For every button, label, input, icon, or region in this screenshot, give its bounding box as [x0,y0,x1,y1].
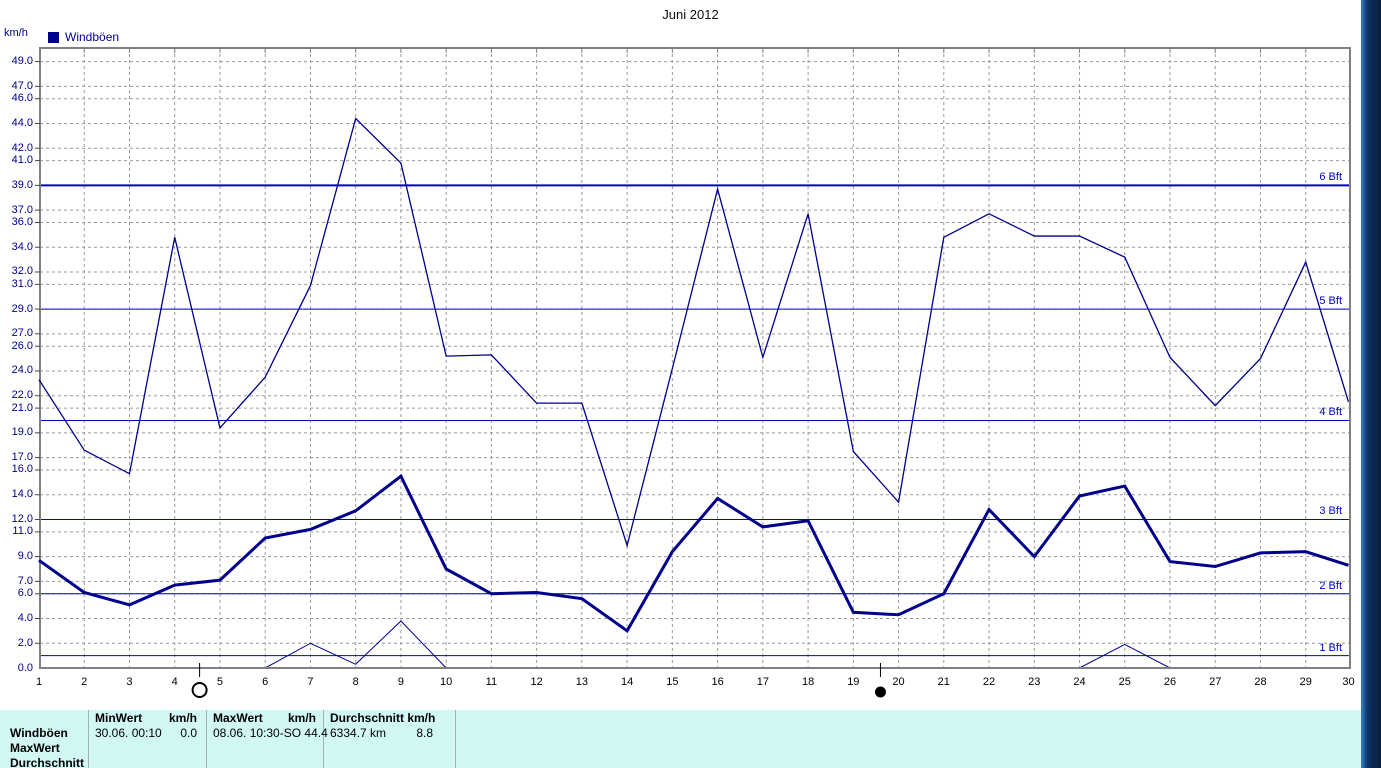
x-day-label: 22 [982,676,996,688]
legend-label: Windböen [65,30,120,44]
y-tick-label: 9.0 [17,550,33,563]
series-min-line [39,620,1349,669]
y-tick-label: 22.0 [11,389,33,402]
y-tick-label: 42.0 [11,141,33,154]
x-day-label: 3 [126,676,133,688]
y-tick-label: 46.0 [11,92,33,105]
x-day-label: 9 [397,676,404,688]
y-tick-label: 4.0 [17,611,33,624]
x-day-label: 25 [1118,676,1131,688]
series-max-line [38,117,1350,548]
x-day-label: 15 [666,676,679,688]
legend: Windböen [48,30,119,44]
y-tick-label: 12.0 [11,512,33,525]
stats-table: Windböen MaxWert Durchschnitt MinWert km… [0,710,1361,768]
y-tick-label: 2.0 [17,636,33,649]
x-day-label: 16 [711,676,724,688]
y-tick-label: 26.0 [11,339,33,352]
y-tick-label: 44.0 [11,116,33,129]
y-tick-label: 37.0 [11,203,33,216]
y-tick-label: 27.0 [11,327,33,340]
y-tick-label: 39.0 [11,178,33,191]
table-header-minwert: MinWert km/h [95,711,197,725]
x-day-label: 18 [801,676,815,688]
legend-swatch-icon [48,31,59,43]
x-day-label: 27 [1209,676,1222,688]
plot-border [39,47,1351,669]
y-tick-label: 21.0 [11,401,33,414]
window-edge-strip [1361,0,1381,768]
series-avg-line [38,473,1349,634]
y-tick-label: 49.0 [11,55,33,68]
table-row-label-durchschnitt: Durchschnitt [10,756,85,768]
x-day-label: 23 [1028,676,1041,688]
x-day-label: 11 [485,676,498,688]
y-tick-label: 7.0 [17,574,33,587]
x-day-label: 1 [35,676,43,688]
x-day-label: 29 [1299,676,1312,688]
y-tick-label: 17.0 [11,451,33,464]
table-row-label-maxwert: MaxWert [10,741,60,755]
bft-label: 5 Bft [1319,295,1342,308]
table-separator [323,710,324,768]
bft-label: 2 Bft [1319,579,1342,592]
bft-label: 3 Bft [1319,505,1342,518]
x-day-label: 21 [937,676,950,688]
x-day-label: 24 [1073,676,1086,688]
table-header-maxwert: MaxWert km/h [213,711,316,725]
x-day-label: 7 [307,676,314,688]
y-tick-label: 31.0 [11,277,33,290]
x-day-label: 13 [575,676,588,688]
y-tick-label: 19.0 [11,426,33,439]
x-day-label: 10 [440,676,453,688]
x-day-label: 17 [756,676,769,688]
x-day-label: 26 [1163,676,1177,688]
y-tick-label: 34.0 [11,240,33,253]
y-tick-label: 6.0 [17,587,33,600]
x-day-label: 30 [1342,676,1355,688]
bft-label: 1 Bft [1319,641,1342,654]
bft-label: 4 Bft [1319,406,1342,419]
y-tick-label: 36.0 [11,215,33,228]
new-moon-icon [874,686,886,698]
y-tick-label: 0.0 [17,661,33,674]
y-tick-label: 32.0 [11,265,33,278]
y-tick-label: 29.0 [11,302,33,315]
x-day-label: 14 [620,676,634,688]
y-tick-label: 11.0 [12,525,33,538]
table-separator [206,710,207,768]
x-day-label: 20 [892,676,905,688]
table-value-durchschnitt: 6334.7 km 8.8 [330,726,433,740]
table-value-minwert: 30.06. 00:10 0.0 [95,726,197,740]
x-day-label: 5 [216,676,224,688]
chart-title: Juni 2012 [662,7,719,22]
y-tick-label: 14.0 [11,488,33,501]
x-day-label: 28 [1254,676,1267,688]
table-separator [88,710,89,768]
y-tick-label: 24.0 [11,364,33,377]
y-tick-label: 47.0 [11,79,33,92]
y-axis-unit-label: km/h [4,27,28,39]
table-value-maxwert: 08.06. 10:30-SO 44.4 [213,726,328,740]
y-tick-label: 41.0 [11,154,33,167]
y-tick-label: 16.0 [11,463,33,476]
bft-label: 6 Bft [1319,171,1342,184]
table-separator [455,710,456,768]
full-moon-icon [191,682,208,698]
x-day-label: 19 [847,676,860,688]
x-day-label: 12 [530,676,543,688]
table-header-durchschnitt: Durchschnitt km/h [330,711,436,725]
table-row-label-windboeen: Windböen [10,726,68,740]
x-day-label: 4 [171,676,178,688]
x-day-label: 6 [262,676,269,688]
x-day-label: 2 [81,676,88,688]
x-day-label: 8 [352,676,359,688]
